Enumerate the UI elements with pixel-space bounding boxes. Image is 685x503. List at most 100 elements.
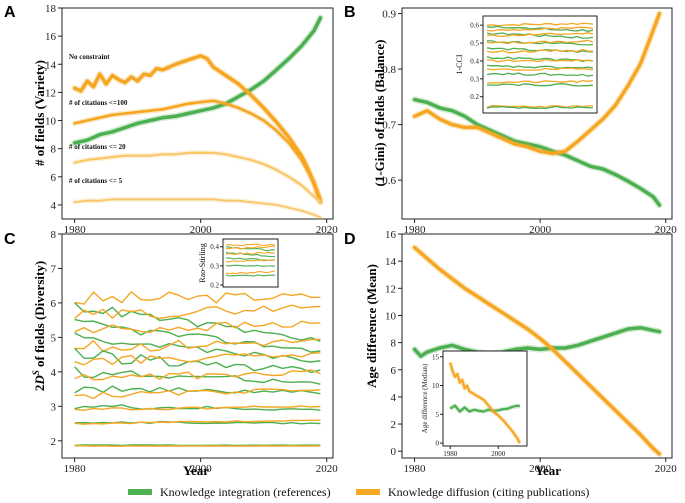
panel-c-series-line xyxy=(74,304,321,320)
panel-c-series-line xyxy=(74,302,321,342)
panel-b-ytick-label: 0.6 xyxy=(382,175,396,187)
panel-c-ylabel: 2DS of fields (Diversity) xyxy=(31,261,47,391)
panel-b-inset-line xyxy=(487,83,594,87)
legend: Knowledge integration (references) Knowl… xyxy=(128,485,589,499)
panel-d-inset-ytick-label: 15 xyxy=(432,353,440,361)
panel-d-inset-line xyxy=(449,404,521,413)
panel-b-xtick-label: 2000 xyxy=(529,224,552,236)
panel-d-ytick-label: 12 xyxy=(385,283,396,295)
panel-a-annotation: # of citations <=100 xyxy=(69,99,128,107)
panel-d-axes: 1980 2000 2020 0 2 4 6 8 10 12 14 16 xyxy=(385,229,677,475)
panel-b-inset-line xyxy=(486,104,594,109)
panel-b-inset-ytick-label: 0.4 xyxy=(470,57,479,65)
panel-c-series-line xyxy=(74,320,321,334)
panel-d-series-line xyxy=(412,245,662,456)
panel-d-ytick-label: 14 xyxy=(385,256,397,268)
panel-a-annotation: # of citations <= 5 xyxy=(69,177,123,185)
legend-diffusion-label: Knowledge diffusion (citing publications… xyxy=(388,485,589,499)
panel-a-ytick-label: 12 xyxy=(45,87,56,99)
panel-c-inset-ytick-label: 0.3 xyxy=(210,262,219,270)
panel-d-xtick-label: 1980 xyxy=(404,463,427,475)
panel-c-frame xyxy=(61,233,334,459)
panel-c-ytick-label: 6 xyxy=(51,298,57,310)
panel-b-inset-line xyxy=(486,22,594,27)
panel-c-ytick-label: 3 xyxy=(51,401,57,413)
panel-c-xtick-label: 1980 xyxy=(64,463,87,475)
panel-b-inset-line xyxy=(486,39,594,45)
panel-b-inset-line xyxy=(486,58,594,63)
panel-a-ytick-label: 18 xyxy=(45,3,57,15)
panel-b-inset-line xyxy=(486,67,594,71)
panel-c-series-line xyxy=(74,366,321,385)
panel-d-ytick-label: 10 xyxy=(385,310,397,322)
panel-c-series-line xyxy=(74,291,321,305)
panel-letter-a: A xyxy=(4,4,16,21)
panel-a-annotation: # of citations <= 20 xyxy=(69,143,126,151)
panel-c-inset-line xyxy=(225,259,276,263)
panel-b-series-line xyxy=(412,11,662,156)
panel-b-inset-ytick-label: 0.6 xyxy=(470,22,479,30)
panel-d-xlabel: Year xyxy=(535,463,561,478)
panel-b-series-line xyxy=(412,97,662,207)
panel-a-ylabel: # of fields (Variety) xyxy=(32,60,47,166)
panel-b-inset-line xyxy=(486,48,593,54)
panel-b-inset-line xyxy=(486,105,594,110)
panel-c-xtick-label: 2000 xyxy=(190,463,213,475)
panel-letter-d: D xyxy=(344,231,356,248)
panel-d-series-line xyxy=(412,325,662,358)
panel-d-series xyxy=(411,244,663,458)
panel-a-ytick-label: 10 xyxy=(45,116,57,128)
panel-a-series: No constraint # of citations <=100 # of ci… xyxy=(69,14,324,220)
panel-d-ytick-label: 2 xyxy=(391,419,397,431)
legend-diffusion-swatch xyxy=(356,489,380,495)
panel-c-series-line xyxy=(74,445,321,447)
panel-a-xtick-label: 1980 xyxy=(64,224,87,236)
panel-c-ytick-label: 5 xyxy=(51,332,57,344)
panel-a-series-line xyxy=(72,54,323,204)
panel-c-inset-line xyxy=(225,264,276,267)
panel-d-inset-xtick-label: 2000 xyxy=(491,450,506,458)
panel-d-inset-ytick-label: 5 xyxy=(436,411,440,419)
panel-c-inset-line xyxy=(225,251,275,255)
panel-d-xtick-label: 2020 xyxy=(655,463,678,475)
panel-d-ytick-label: 4 xyxy=(391,392,397,404)
legend-integration-label: Knowledge integration (references) xyxy=(160,485,331,499)
panel-b-inset-ytick-label: 0.3 xyxy=(470,75,479,83)
panel-b-xtick-label: 2020 xyxy=(655,224,678,236)
panel-c-axes: 1980 2000 2020 2 3 4 5 6 7 8 xyxy=(51,229,339,475)
panel-a-frame xyxy=(61,7,334,220)
panel-b-ytick-label: 0.7 xyxy=(382,120,396,132)
panel-c-xtick-label: 2020 xyxy=(316,463,339,475)
panel-b-axes: 1980 2000 2020 0.6 0.7 0.8 0.9 xyxy=(382,7,678,236)
panel-c-series xyxy=(74,291,321,447)
panel-letter-b: B xyxy=(344,4,356,21)
panel-d-frame xyxy=(401,233,673,459)
panel-c-ytick-label: 8 xyxy=(51,229,57,241)
panel-c-series-line xyxy=(74,419,321,425)
panel-a-ytick-label: 6 xyxy=(51,172,57,184)
panel-c-ytick-label: 4 xyxy=(51,367,57,379)
panel-d-inset-xtick-label: 1980 xyxy=(443,450,458,458)
panel-a-ytick-label: 4 xyxy=(51,200,57,212)
panel-b-inset-line xyxy=(486,79,594,85)
panel-c-series-line xyxy=(74,404,321,411)
panel-b-inset-frame xyxy=(482,15,598,114)
panel-c-xlabel: Year xyxy=(183,463,209,478)
panel-b-ylabel: (1-Gini) of fields (Balance) xyxy=(372,40,387,187)
panel-d-inset-ytick-label: 10 xyxy=(432,382,440,390)
panel-d-ytick-label: 8 xyxy=(391,338,397,350)
panel-c-inset-line xyxy=(225,274,276,277)
panel-a-xtick-label: 2000 xyxy=(190,224,213,236)
panel-d-inset-ytick-label: 0 xyxy=(436,440,440,448)
panel-b-inset-ylabel: 1-CCI xyxy=(455,54,464,74)
panel-c-inset-line xyxy=(225,243,276,247)
panel-b-inset-line xyxy=(486,25,594,32)
panel-a-xtick-label: 2020 xyxy=(316,224,339,236)
panel-d-ytick-label: 6 xyxy=(391,365,397,377)
panel-b-inset-line xyxy=(486,72,594,77)
panel-c-series-line xyxy=(74,388,321,400)
panel-c-series-line xyxy=(74,338,321,352)
panel-c-ytick-label: 2 xyxy=(51,436,57,448)
panel-d-xtick-label: 2000 xyxy=(529,463,552,475)
